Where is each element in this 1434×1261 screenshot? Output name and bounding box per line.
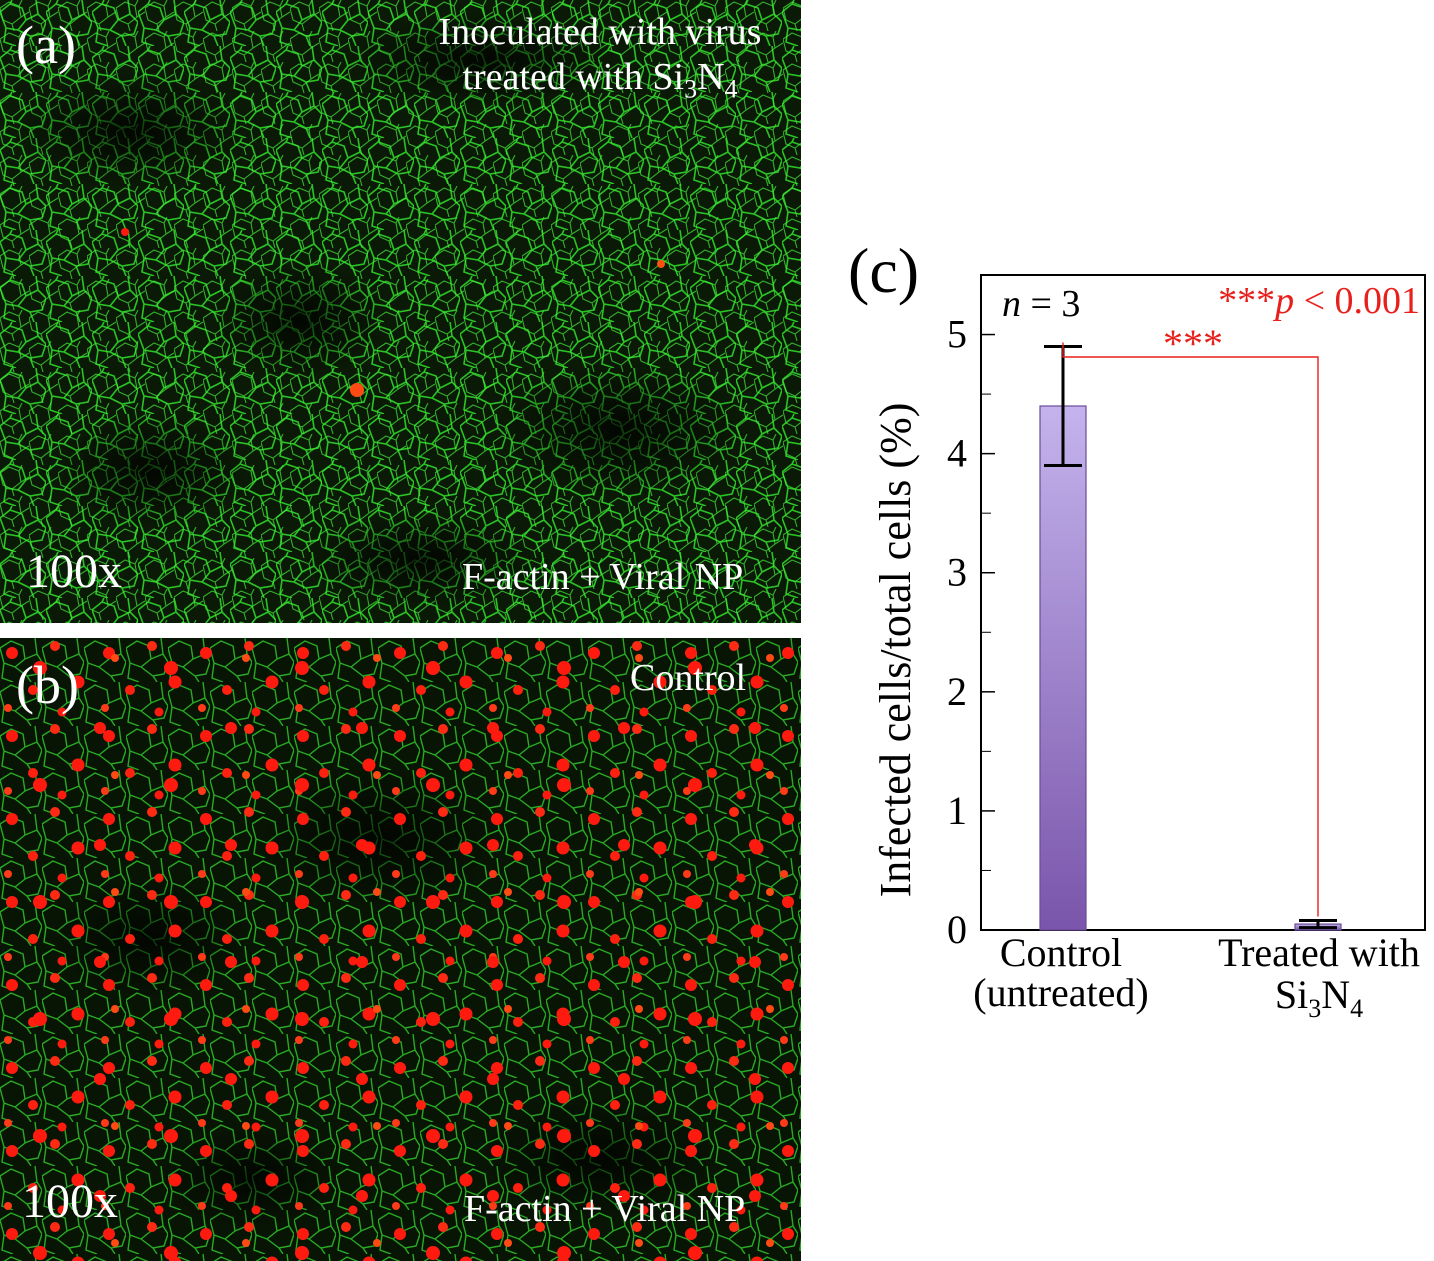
y-tick-label: 0 (947, 907, 967, 952)
bar-0 (1039, 405, 1087, 931)
plot-frame (980, 274, 1426, 931)
micrograph-panel-b: (b) Control 100x F-actin + Viral NP (0, 638, 801, 1261)
y-tick-label: 1 (947, 788, 967, 833)
y-axis-label: Infected cells/total cells (%) (871, 403, 920, 898)
x-label-treated-line1: Treated with (1218, 930, 1420, 975)
x-label-control-line1: Control (1000, 930, 1122, 975)
panel-a-title-line1: Inoculated with virus (438, 11, 762, 53)
significance-bracket (1062, 342, 1319, 917)
panel-a-title-line2: treated with Si3N4 (462, 55, 738, 104)
x-label-treated-line2: Si3N4 (1275, 972, 1363, 1023)
x-label-control-line2: (untreated) (973, 970, 1148, 1015)
x-category-labels: Control (untreated) Treated with Si3N4 (973, 930, 1420, 1023)
panel-b-magnification: 100x (22, 1175, 118, 1228)
panel-b-title: Control (630, 657, 747, 699)
y-tick-label: 5 (947, 312, 967, 357)
panel-a-label: (a) (16, 15, 76, 75)
bars (1039, 344, 1342, 931)
panel-a-magnification: 100x (26, 545, 122, 598)
micrograph-a-image (0, 0, 801, 623)
panel-b-stain-label: F-actin + Viral NP (464, 1188, 746, 1230)
y-axis: 0 1 2 3 4 5 (947, 312, 995, 952)
infected-cells-a (121, 228, 665, 397)
panel-a-stain-label: F-actin + Viral NP (462, 556, 744, 598)
bracket-significance-stars: *** (1163, 321, 1223, 366)
dark-patches-a (10, 10, 750, 610)
y-tick-label: 3 (947, 550, 967, 595)
p-value-annotation: ***p < 0.001 (1218, 280, 1420, 322)
y-tick-label: 2 (947, 669, 967, 714)
micrograph-panel-a: (a) Inoculated with virus treated with S… (0, 0, 801, 623)
n-annotation: n = 3 (1002, 283, 1080, 325)
micrograph-b-image (0, 638, 801, 1261)
y-tick-label: 4 (947, 431, 967, 476)
bracket-line (1062, 342, 1319, 917)
panel-b-label: (b) (16, 655, 79, 715)
infected-cells-b-extra (0, 638, 801, 1261)
panel-c-label: (c) (848, 235, 919, 306)
panel-a-title: Inoculated with virus treated with Si3N4 (410, 10, 790, 105)
